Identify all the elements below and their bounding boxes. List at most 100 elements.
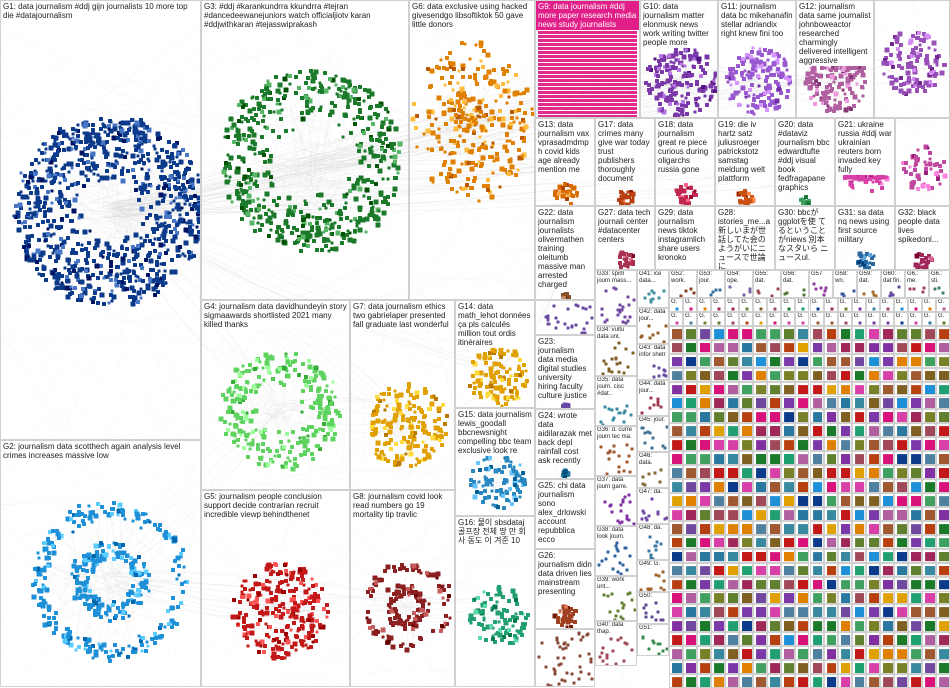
mosaic-cell (767, 535, 781, 549)
mosaic-cell (725, 451, 739, 465)
mosaic-cell (810, 521, 824, 535)
mosaic-cell (866, 354, 880, 368)
mosaic-label: G. (895, 299, 907, 306)
panel-g59: G59: dat. (857, 270, 881, 298)
mosaic-cell (753, 591, 767, 605)
mosaic-cell (781, 549, 795, 563)
mosaic-cell (753, 423, 767, 437)
mosaic-cell (739, 465, 753, 479)
panel-g30: G30: bbcが ggplotを使 てるということがniews 別本なスタいら… (775, 206, 835, 270)
mosaic-cell (767, 368, 781, 382)
mosaic-cell (711, 521, 725, 535)
mosaic-cell (781, 437, 795, 451)
panel-g40: G40: data thap. (595, 621, 637, 666)
panel-label: G56: dat. (782, 271, 808, 285)
panel-g66 (535, 629, 595, 687)
panel-label: G34: vultu data unt. (596, 327, 636, 341)
mosaic-cell (711, 340, 725, 354)
mosaic-cell (866, 660, 880, 674)
mosaic-cell (753, 521, 767, 535)
panel-label: G4: journalism data davidhundeyin story … (202, 301, 349, 330)
mosaic-cell (852, 563, 866, 577)
mosaic-cell (697, 563, 711, 577)
panel-label: G8: journalism covid look read numbers g… (351, 491, 454, 520)
mosaic-cell (838, 604, 852, 618)
mosaic-label: G. (881, 299, 893, 306)
mosaic-cell: G. (753, 312, 767, 326)
mosaic-cell (683, 591, 697, 605)
mosaic-cell (810, 618, 824, 632)
panel-label: G45: jour. (638, 417, 668, 424)
mosaic-cell (781, 535, 795, 549)
mosaic-cell (781, 618, 795, 632)
mosaic-cell (795, 493, 809, 507)
mosaic-cell (936, 618, 950, 632)
mosaic-cell (795, 660, 809, 674)
mosaic-cell (852, 577, 866, 591)
mosaic-cell (725, 577, 739, 591)
mosaic-cell (711, 465, 725, 479)
mosaic-cell (908, 465, 922, 479)
mosaic-label: G. (726, 313, 738, 320)
mosaic-cell (838, 632, 852, 646)
mosaic-cell: G. (725, 312, 739, 326)
mosaic-cell (852, 451, 866, 465)
mosaic-cell (838, 340, 852, 354)
mosaic-cell (894, 591, 908, 605)
mosaic-cell (725, 521, 739, 535)
mosaic-cell (795, 340, 809, 354)
mosaic-cell: G. (683, 298, 697, 312)
panel-g49: G49: G. (637, 560, 669, 592)
mosaic-cell (852, 326, 866, 340)
panel-label: G60: dat fin. (882, 271, 904, 285)
mosaic-cell (697, 577, 711, 591)
panel-label: G40: data thap. (596, 622, 636, 636)
panel-g29: G29: data journalism news tiktok instagr… (655, 206, 715, 270)
mosaic-cell (697, 354, 711, 368)
mosaic-cell (922, 507, 936, 521)
mosaic-cell (866, 632, 880, 646)
mosaic-cell (866, 549, 880, 563)
mosaic-label: G. (867, 299, 879, 306)
panel-g58: G58: wn. (833, 270, 857, 298)
mosaic-cell (936, 368, 950, 382)
mosaic-cell (922, 646, 936, 660)
mosaic-cell (739, 563, 753, 577)
mosaic-cell (852, 368, 866, 382)
mosaic-cell (683, 382, 697, 396)
mosaic-cell (697, 549, 711, 563)
panel-g17: G17: data crimes many give war today tru… (595, 118, 655, 206)
mosaic-cell (838, 521, 852, 535)
mosaic-cell (697, 437, 711, 451)
mosaic-cell (922, 423, 936, 437)
mosaic-cell (824, 507, 838, 521)
panel-g32: G32: black people data lives spikedonl..… (895, 206, 950, 270)
mosaic-label: G. (726, 299, 738, 306)
mosaic-cell (795, 396, 809, 410)
mosaic-cell (936, 423, 950, 437)
mosaic-cell (880, 618, 894, 632)
mosaic-cell (739, 396, 753, 410)
panel-g35: G35: data journ. cisc #dat.. (595, 376, 637, 426)
mosaic-cell (824, 493, 838, 507)
mosaic-cell (866, 396, 880, 410)
mosaic-cell (880, 465, 894, 479)
mosaic-cell: G. (795, 312, 809, 326)
mosaic-cell (866, 465, 880, 479)
mosaic-cell (852, 632, 866, 646)
mosaic-cell (894, 340, 908, 354)
mosaic-cell (711, 549, 725, 563)
mosaic-cell (795, 354, 809, 368)
mosaic-cell (725, 493, 739, 507)
panel-g42: G42: data jour... (637, 308, 669, 344)
mosaic-cell (894, 409, 908, 423)
mosaic-cell (908, 549, 922, 563)
mosaic-cell (697, 660, 711, 674)
mosaic-cell: G. (669, 298, 683, 312)
cluster-area (1, 1, 200, 439)
mosaic-cell (767, 423, 781, 437)
mosaic-cell (866, 409, 880, 423)
panel-label: G52: work. (670, 271, 696, 285)
mosaic-cell (866, 326, 880, 340)
mosaic-cell (936, 577, 950, 591)
